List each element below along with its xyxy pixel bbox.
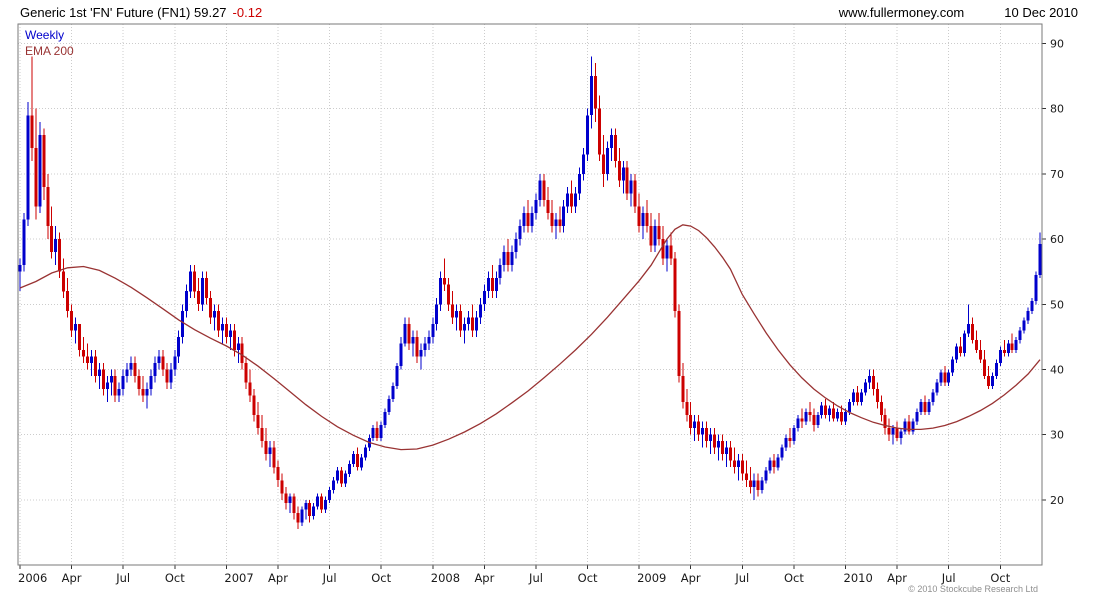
svg-text:Oct: Oct bbox=[371, 571, 391, 585]
svg-text:20: 20 bbox=[1050, 494, 1064, 507]
svg-text:Jul: Jul bbox=[734, 571, 749, 585]
svg-text:Apr: Apr bbox=[474, 571, 494, 585]
svg-text:80: 80 bbox=[1050, 103, 1064, 116]
svg-text:30: 30 bbox=[1050, 429, 1064, 442]
grid-and-axes: 20 30 40 50 60 70 80 90 2006 Apr Jul Oct 2007 Apr Jul O… bbox=[18, 24, 1064, 585]
svg-text:Apr: Apr bbox=[62, 571, 82, 585]
svg-text:40: 40 bbox=[1050, 364, 1064, 377]
svg-text:Apr: Apr bbox=[887, 571, 907, 585]
svg-text:Oct: Oct bbox=[784, 571, 804, 585]
svg-text:70: 70 bbox=[1050, 168, 1064, 181]
svg-text:Jul: Jul bbox=[528, 571, 543, 585]
svg-text:2009: 2009 bbox=[637, 571, 666, 585]
date-label: 10 Dec 2010 bbox=[1004, 4, 1078, 20]
legend-weekly-label: Weekly bbox=[25, 28, 65, 42]
svg-text:2007: 2007 bbox=[224, 571, 253, 585]
legend-ema-label: EMA 200 bbox=[25, 44, 74, 58]
svg-text:60: 60 bbox=[1050, 233, 1064, 246]
svg-text:Oct: Oct bbox=[990, 571, 1010, 585]
title-right: www.fullermoney.com 10 Dec 2010 bbox=[839, 5, 1078, 20]
svg-text:90: 90 bbox=[1050, 38, 1064, 51]
svg-text:2006: 2006 bbox=[18, 571, 47, 585]
instrument-title: Generic 1st 'FN' Future (FN1) 59.27 -0.12 bbox=[20, 5, 262, 20]
copyright-notice: © 2010 Stockcube Research Ltd bbox=[908, 584, 1038, 594]
title-bar: Generic 1st 'FN' Future (FN1) 59.27 -0.12… bbox=[0, 2, 1100, 22]
svg-text:Jul: Jul bbox=[941, 571, 956, 585]
weekly-candles bbox=[18, 56, 1042, 530]
price-change: -0.12 bbox=[232, 4, 263, 20]
instrument-name-price: Generic 1st 'FN' Future (FN1) 59.27 bbox=[20, 4, 227, 20]
website-label: www.fullermoney.com bbox=[838, 4, 965, 20]
svg-text:Jul: Jul bbox=[115, 571, 130, 585]
svg-text:Apr: Apr bbox=[681, 571, 701, 585]
ema-200-line bbox=[19, 224, 1041, 451]
plot-border bbox=[17, 23, 1043, 566]
svg-text:2008: 2008 bbox=[431, 571, 460, 585]
svg-text:Oct: Oct bbox=[578, 571, 598, 585]
svg-text:Jul: Jul bbox=[322, 571, 337, 585]
svg-text:Apr: Apr bbox=[268, 571, 288, 585]
svg-text:2010: 2010 bbox=[844, 571, 873, 585]
legend: Weekly EMA 200 bbox=[25, 27, 74, 59]
svg-text:Oct: Oct bbox=[165, 571, 185, 585]
svg-text:50: 50 bbox=[1050, 298, 1064, 311]
